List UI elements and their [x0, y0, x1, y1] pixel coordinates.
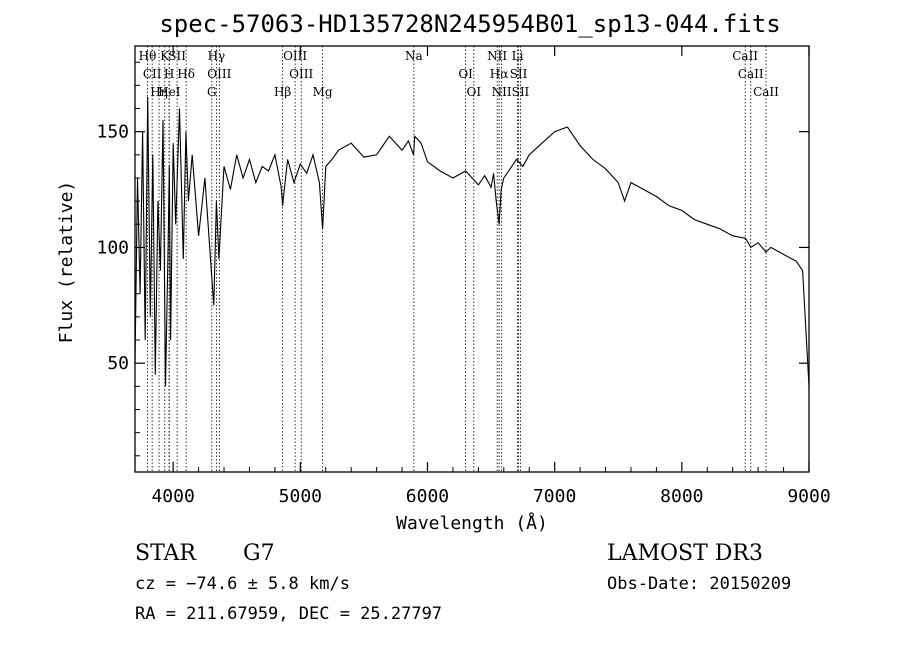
x-tick-label-1: 5000	[279, 486, 322, 507]
y-tick-label-0: 50	[107, 353, 129, 374]
line-label-15: Na	[405, 49, 423, 63]
line-label-10: G	[207, 85, 217, 99]
x-tick-label-3: 7000	[533, 486, 576, 507]
line-label-24: CaII	[732, 49, 758, 63]
line-label-2: Hη	[150, 85, 168, 99]
line-label-4: HeI	[158, 85, 181, 99]
line-label-23: SII	[512, 85, 530, 99]
spectral-line-markers: HθCIIHηKHHeISIIHδGHγOIIIHβOIIIOIIIMgNaOI…	[139, 46, 779, 472]
line-label-0: Hθ	[139, 49, 157, 63]
spectrum-series-line	[134, 96, 810, 387]
line-label-11: Hβ	[274, 85, 291, 99]
line-label-19: NII	[487, 49, 507, 63]
chart-title: spec-57063-HD135728N245954B01_sp13-044.f…	[159, 10, 780, 38]
obs-date: Obs-Date: 20150209	[607, 574, 791, 594]
survey-label: LAMOST DR3	[607, 541, 763, 566]
line-label-26: CaII	[753, 85, 779, 99]
y-tick-label-1: 100	[96, 237, 129, 258]
line-label-1: CII	[143, 67, 162, 81]
line-label-21: SII	[510, 67, 528, 81]
line-label-3: K	[160, 49, 170, 63]
cz-value: cz = −74.6 ± 5.8 km/s	[135, 574, 350, 594]
line-label-25: CaII	[738, 67, 764, 81]
y-axis-label: Flux (relative)	[56, 181, 77, 344]
line-label-8: OIII	[207, 67, 231, 81]
line-label-6: SII	[168, 49, 186, 63]
x-tick-label-0: 4000	[151, 486, 194, 507]
object-type: STAR	[135, 541, 197, 566]
line-label-18: Hα	[490, 67, 509, 81]
x-tick-label-5: 9000	[787, 486, 830, 507]
line-label-12: OIII	[283, 49, 307, 63]
plot-frame	[134, 45, 810, 473]
x-tick-label-4: 8000	[660, 486, 703, 507]
object-subclass: G7	[243, 541, 275, 566]
line-label-22: Li	[512, 49, 524, 63]
line-label-17: OI	[466, 85, 481, 99]
line-label-9: Hγ	[208, 49, 226, 63]
line-label-13: OIII	[289, 67, 313, 81]
x-axis-label: Wavelength (Å)	[396, 512, 548, 534]
x-tick-label-2: 6000	[406, 486, 449, 507]
line-label-16: OI	[458, 67, 473, 81]
line-label-7: Hδ	[177, 67, 195, 81]
line-label-20: NII	[492, 85, 512, 99]
y-tick-label-2: 150	[96, 122, 129, 143]
axis-ticks: 4000 5000 6000 7000 8000 9000 50 100 150	[96, 46, 831, 507]
ra-dec: RA = 211.67959, DEC = 25.27797	[135, 604, 442, 624]
line-label-14: Mg	[313, 85, 333, 99]
